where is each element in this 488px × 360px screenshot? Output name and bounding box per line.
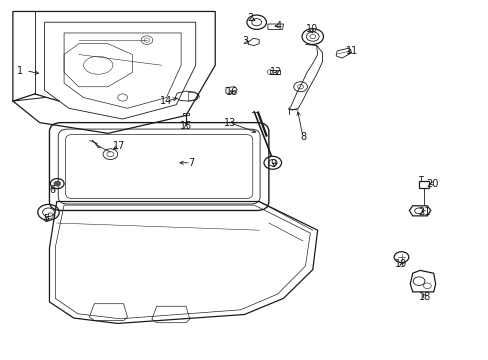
Text: 8: 8: [299, 132, 305, 142]
Text: 19: 19: [395, 259, 407, 269]
Text: 7: 7: [187, 158, 194, 168]
Text: 14: 14: [160, 96, 172, 106]
Text: 4: 4: [275, 21, 281, 31]
Text: 2: 2: [247, 13, 253, 23]
Text: 9: 9: [270, 159, 276, 169]
Text: 13: 13: [224, 118, 236, 128]
Text: 5: 5: [43, 215, 50, 224]
Circle shape: [54, 181, 61, 186]
Text: 20: 20: [425, 179, 438, 189]
Text: 12: 12: [269, 67, 282, 77]
Text: 15: 15: [180, 121, 192, 131]
Text: 21: 21: [418, 207, 430, 217]
Text: 6: 6: [50, 185, 56, 195]
Text: 11: 11: [345, 46, 357, 56]
Text: 1: 1: [17, 66, 23, 76]
Text: 10: 10: [305, 24, 317, 35]
Text: 3: 3: [242, 36, 248, 46]
Text: 16: 16: [226, 87, 238, 97]
Text: 17: 17: [112, 141, 124, 151]
Text: 18: 18: [418, 292, 430, 302]
